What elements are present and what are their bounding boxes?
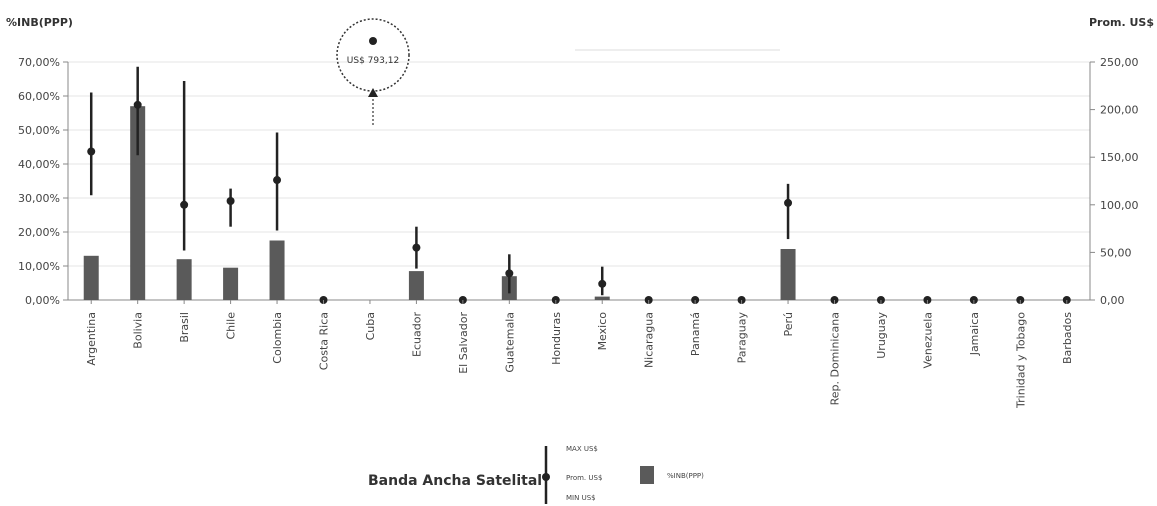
left-tick-label: 20,00% [18,226,60,239]
category-label: Guatemala [503,312,516,373]
avg-marker [273,176,282,185]
category-label: Chile [225,312,238,340]
left-tick-label: 0,00% [25,294,60,307]
left-tick-label: 10,00% [18,260,60,273]
avg-marker [598,279,607,288]
left-tick-label: 40,00% [18,158,60,171]
bar [223,267,239,300]
category-label: Nicaragua [643,312,656,368]
category-label: Trinidad y Tobago [1014,312,1027,409]
annotation-arrow-head [368,88,378,97]
left-tick-label: 60,00% [18,90,60,103]
category-label: Uruguay [875,312,888,359]
avg-marker [505,269,514,278]
bar [130,106,146,300]
avg-marker [784,198,793,207]
axes: 0,00% 10,00% 20,00% 30,00% 40,00% 50,00% 60,00… [18,56,1138,307]
category-label: Brasil [178,312,191,343]
right-tick-label: 100,00 [1100,199,1139,212]
category-label: Cuba [364,312,377,340]
right-tick-label: 0,00 [1100,294,1125,307]
bar [176,259,192,300]
category-label: Mexico [596,312,609,351]
right-tick-label: 250,00 [1100,56,1139,69]
left-tick-label: 70,00% [18,56,60,69]
left-tick-label: 50,00% [18,124,60,137]
category-label: Costa Rica [318,312,331,370]
annotation-point [369,37,377,45]
bars [83,106,796,300]
category-label: Perú [782,312,795,337]
category-label: Rep. Dominicana [829,312,842,405]
annotation-text: US$ 793,12 [347,56,399,66]
category-label: Venezuela [921,312,934,369]
left-tick-label: 30,00% [18,192,60,205]
category-labels: Argentina Bolivia Brasil Chile Colombia Costa… [85,300,1074,409]
legend-max-label: MAX US$ [566,445,598,453]
bar [780,249,796,300]
bar [594,296,610,300]
legend: Banda Ancha Satelital MAX US$ Prom. US$ … [368,445,704,504]
legend-bar-swatch [640,466,654,484]
legend-title: Banda Ancha Satelital [368,473,542,489]
grid [68,61,1090,301]
avg-marker [412,243,421,252]
legend-avg-marker [542,473,550,481]
bar [408,271,424,300]
category-label: Barbados [1061,312,1074,364]
category-label: El Salvador [457,312,470,374]
annotation-callout: US$ 793,12 [336,18,410,125]
legend-avg-label: Prom. US$ [566,474,602,482]
category-label: Honduras [550,312,563,365]
bar [83,255,99,300]
category-label: Argentina [85,312,98,366]
category-label: Ecuador [410,312,423,357]
right-tick-label: 200,00 [1100,104,1139,117]
category-label: Colombia [271,312,284,364]
avg-marker [87,147,96,156]
avg-marker [133,100,142,109]
left-axis-title: %INB(PPP) [6,16,73,29]
legend-bar-label: %INB(PPP) [667,472,704,480]
annotation-circle [336,18,410,92]
category-label: Panamá [689,312,702,356]
right-axis-title: Prom. US$ [1089,16,1154,29]
category-label: Bolivia [132,312,145,349]
avg-marker [226,196,235,205]
bar [269,240,285,300]
category-label: Jamaica [968,312,981,356]
right-tick-label: 50,00 [1100,246,1132,259]
avg-marker [180,200,189,209]
category-label: Paraguay [736,312,749,364]
legend-min-label: MIN US$ [566,494,596,502]
right-tick-label: 150,00 [1100,151,1139,164]
